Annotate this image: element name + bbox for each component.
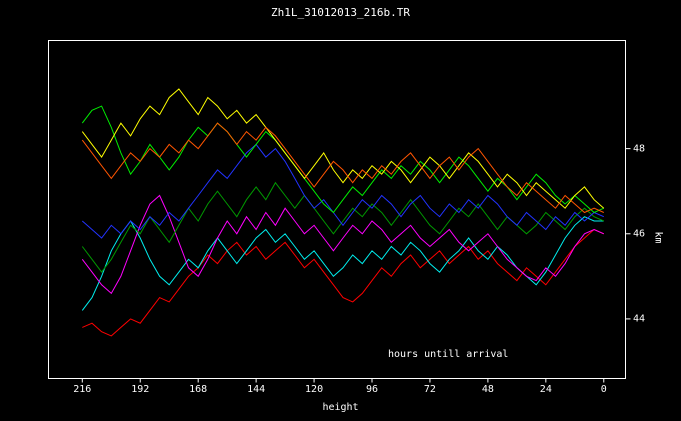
x-tick-label: 192	[131, 384, 150, 395]
x-tick-label: 120	[305, 384, 324, 395]
series-red	[82, 228, 605, 337]
y-tick-label: 48	[633, 143, 646, 155]
series-yellow	[81, 88, 605, 209]
x-tick-label: 144	[247, 384, 266, 395]
y-tick-label: 44	[633, 313, 646, 325]
x-tick-label: 72	[423, 384, 436, 395]
plot-frame	[48, 40, 626, 379]
x-tick-label: 96	[365, 384, 379, 395]
y-axis-label: km	[652, 231, 664, 244]
series-orange	[81, 122, 605, 214]
x-tick-label: 24	[539, 384, 552, 395]
series-magenta	[81, 194, 605, 295]
y-tick-label: 46	[633, 228, 646, 240]
series-green-dark	[81, 181, 605, 273]
chart-title: Zh1L_31012013_216b.TR	[270, 6, 411, 19]
series-green-bright	[81, 105, 605, 214]
x-tick-label: 168	[189, 384, 208, 395]
x-tick-label: 0	[600, 384, 607, 395]
x-tick-label: 48	[481, 384, 494, 395]
plot-annotation: hours untill arrival	[388, 349, 509, 360]
series-blue	[81, 143, 604, 239]
x-axis-label: height	[322, 402, 359, 413]
x-tick-label: 216	[73, 384, 92, 395]
